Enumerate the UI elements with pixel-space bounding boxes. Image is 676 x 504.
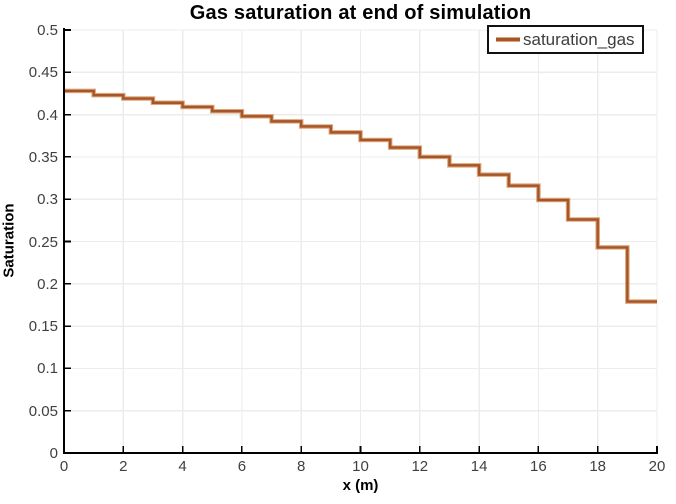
y-tick-label: 0: [49, 445, 58, 462]
saturation-step-line: [64, 89, 657, 303]
x-tick-label: 16: [530, 458, 547, 475]
y-tick-label: 0.05: [28, 402, 58, 420]
x-tick-label: 8: [297, 458, 306, 475]
x-axis-title: x (m): [342, 477, 379, 494]
y-tick-label: 0.25: [28, 233, 58, 251]
y-tick-label: 0.45: [28, 64, 58, 82]
y-tick-label: 0.2: [37, 275, 58, 293]
y-axis-title: Saturation: [0, 203, 18, 278]
y-tick-label: 0.35: [28, 148, 58, 166]
x-tick-label: 18: [589, 458, 607, 475]
x-tick-label: 0: [59, 458, 69, 475]
x-tick-label: 14: [470, 458, 488, 475]
y-tick-label: 0.5: [37, 22, 58, 39]
x-tick-label: 2: [119, 458, 128, 475]
y-tick-label: 0.15: [28, 318, 58, 336]
x-tick-label: 10: [352, 458, 369, 475]
y-tick-label: 0.1: [37, 360, 58, 378]
x-tick-label: 6: [237, 458, 247, 475]
y-tick-label: 0.4: [37, 106, 58, 124]
y-tick-label: 0.3: [37, 191, 58, 209]
legend-line-sample-icon: [496, 37, 520, 42]
chart-title: Gas saturation at end of simulation: [189, 2, 532, 24]
legend: saturation_gas: [487, 25, 644, 54]
legend-series-label: saturation_gas: [523, 29, 635, 49]
x-tick-label: 20: [648, 458, 666, 475]
x-tick-label: 12: [411, 458, 429, 475]
x-tick-label: 4: [178, 458, 187, 475]
